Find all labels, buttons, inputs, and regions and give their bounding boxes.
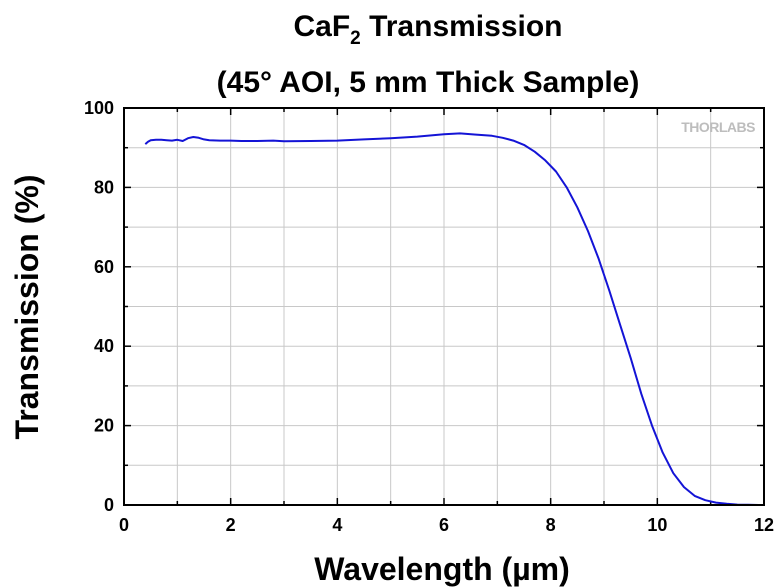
y-tick-label: 80 bbox=[94, 177, 114, 197]
series-layer bbox=[144, 132, 764, 506]
y-axis-label: Transmission (%) bbox=[9, 175, 45, 440]
x-axis-label: Wavelength (µm) bbox=[314, 551, 569, 587]
x-tick-label: 12 bbox=[754, 515, 774, 535]
x-tick-label: 0 bbox=[119, 515, 129, 535]
y-tick-label: 100 bbox=[84, 98, 114, 118]
y-tick-label: 20 bbox=[94, 416, 114, 436]
x-tick-label: 8 bbox=[546, 515, 556, 535]
grid-lines bbox=[124, 108, 764, 505]
plot-frame bbox=[123, 107, 765, 506]
y-tick-label: 40 bbox=[94, 336, 114, 356]
x-tick-label: 6 bbox=[439, 515, 449, 535]
title-main: CaF bbox=[293, 10, 350, 43]
title-subscript: 2 bbox=[350, 28, 361, 49]
x-tick-label: 4 bbox=[332, 515, 342, 535]
title-rest: Transmission bbox=[361, 10, 563, 43]
chart-subtitle: (45° AOI, 5 mm Thick Sample) bbox=[217, 66, 640, 99]
y-tick-label: 0 bbox=[104, 495, 114, 515]
thorlabs-watermark: THORLABS bbox=[681, 119, 755, 135]
tick-labels: 0 2 4 6 8 10 12 0 20 40 60 80 100 bbox=[84, 98, 774, 535]
chart-title: CaF2 Transmission bbox=[293, 10, 562, 49]
y-tick-label: 60 bbox=[94, 257, 114, 277]
x-tick-label: 2 bbox=[226, 515, 236, 535]
x-tick-label: 10 bbox=[647, 515, 667, 535]
transmission-line bbox=[144, 132, 764, 506]
